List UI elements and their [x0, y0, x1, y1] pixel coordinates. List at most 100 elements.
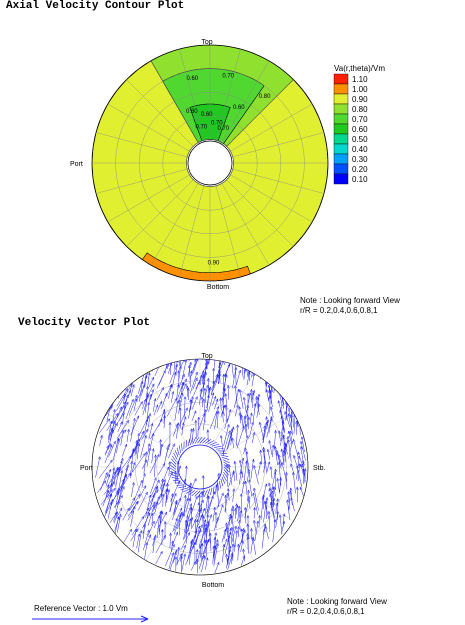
velocity-arrow	[168, 493, 177, 513]
velocity-arrowhead	[121, 430, 125, 434]
velocity-arrow	[123, 529, 132, 543]
contour-region-1-00	[141, 252, 251, 281]
velocity-arrowhead	[207, 495, 210, 499]
contour-note-line1: Note : Looking forward View	[300, 296, 400, 305]
velocity-arrow	[263, 449, 267, 472]
velocity-arrow	[117, 455, 132, 475]
velocity-arrowhead	[106, 445, 109, 449]
velocity-arrowhead	[264, 483, 268, 487]
velocity-arrow	[97, 480, 107, 494]
velocity-arrowhead	[292, 404, 296, 408]
velocity-arrowhead	[119, 507, 123, 511]
velocity-arrow	[272, 444, 274, 458]
velocity-arrow	[104, 493, 112, 514]
velocity-arrow	[150, 487, 158, 506]
velocity-arrow	[263, 425, 266, 444]
velocity-arrowhead	[120, 470, 124, 474]
velocity-arrowhead	[147, 443, 151, 447]
velocity-arrow	[274, 446, 278, 466]
velocity-arrow	[125, 399, 134, 419]
hub-arrow	[221, 476, 226, 484]
velocity-arrowhead	[190, 399, 193, 403]
velocity-arrow	[293, 439, 299, 457]
velocity-arrowhead	[170, 493, 174, 497]
velocity-arrowhead	[290, 497, 294, 501]
velocity-arrow	[247, 523, 249, 540]
velocity-arrow	[223, 372, 227, 397]
velocity-arrowhead	[144, 435, 147, 439]
velocity-arrowhead	[238, 406, 242, 410]
velocity-arrowhead	[212, 545, 216, 549]
velocity-arrow	[155, 535, 166, 554]
velocity-arrowhead	[126, 464, 129, 468]
velocity-arrowhead	[200, 524, 203, 528]
velocity-arrow	[187, 485, 191, 501]
velocity-arrow	[115, 507, 123, 519]
velocity-arrow	[184, 517, 193, 539]
velocity-arrow	[217, 360, 224, 378]
velocity-arrowhead	[245, 451, 249, 455]
velocity-arrow	[235, 362, 237, 385]
velocity-arrow	[191, 410, 197, 421]
velocity-arrow	[253, 507, 255, 519]
velocity-arrowhead	[139, 401, 143, 405]
velocity-arrowhead	[249, 528, 253, 532]
velocity-arrow	[282, 447, 286, 458]
velocity-arrowhead	[213, 545, 217, 550]
velocity-arrowhead	[201, 370, 205, 374]
velocity-arrow	[252, 432, 255, 444]
velocity-arrow	[243, 368, 246, 381]
velocity-arrow	[157, 511, 168, 530]
velocity-arrowhead	[231, 426, 235, 430]
velocity-arrow	[161, 483, 165, 496]
velocity-arrow	[175, 359, 178, 377]
velocity-arrowhead	[221, 492, 224, 496]
velocity-arrow	[237, 506, 240, 522]
velocity-arrowhead	[252, 492, 256, 496]
velocity-arrow	[243, 460, 247, 482]
velocity-arrow	[171, 371, 176, 389]
velocity-arrowhead	[216, 406, 220, 410]
velocity-arrowhead	[194, 530, 198, 534]
velocity-arrowhead	[238, 520, 242, 524]
vector-note-line1: Note : Looking forward View	[287, 597, 387, 606]
velocity-arrowhead	[137, 493, 141, 498]
hub	[187, 140, 233, 186]
velocity-arrowhead	[289, 430, 292, 434]
velocity-arrow	[271, 471, 276, 492]
velocity-arrowhead	[223, 529, 227, 533]
velocity-arrow	[172, 517, 178, 532]
velocity-arrow	[198, 554, 205, 569]
grid-spoke	[150, 60, 200, 145]
velocity-arrowhead	[216, 543, 219, 547]
velocity-arrow	[122, 405, 126, 424]
velocity-arrowhead	[179, 346, 181, 349]
velocity-arrowhead	[112, 487, 116, 492]
velocity-arrow	[281, 420, 284, 437]
velocity-arrowhead	[189, 361, 192, 365]
velocity-arrowhead	[174, 499, 178, 504]
velocity-arrowhead	[114, 423, 118, 427]
velocity-arrowhead	[264, 526, 268, 530]
grid-spoke	[126, 79, 195, 148]
velocity-arrowhead	[203, 519, 207, 523]
velocity-arrow	[165, 359, 170, 370]
hub-arrow	[180, 487, 189, 491]
velocity-arrow	[108, 440, 116, 457]
velocity-arrowhead	[268, 370, 272, 374]
velocity-arrowhead	[269, 493, 273, 497]
velocity-arrowhead	[251, 421, 254, 425]
velocity-arrowhead	[219, 397, 223, 401]
velocity-arrow	[216, 492, 224, 510]
velocity-arrow	[176, 465, 181, 481]
velocity-arrowhead	[178, 465, 182, 469]
velocity-arrow	[173, 424, 178, 437]
velocity-arrowhead	[205, 384, 209, 389]
velocity-arrow	[222, 373, 225, 398]
hub-arrow	[192, 437, 197, 445]
vector-plot-title: Velocity Vector Plot	[18, 317, 151, 329]
grid-spoke	[95, 132, 189, 158]
velocity-arrow	[192, 377, 198, 390]
velocity-arrow	[171, 532, 178, 546]
velocity-arrow	[105, 404, 113, 417]
